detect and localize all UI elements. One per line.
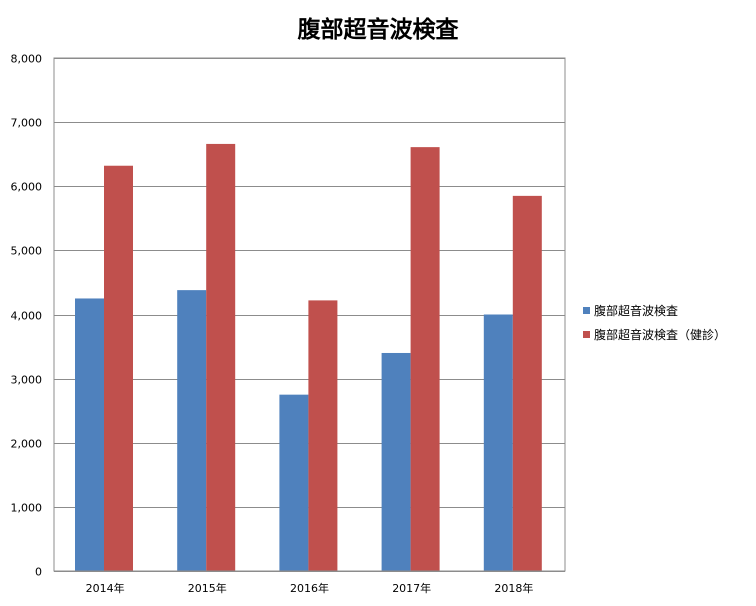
x-tick-label: 2017年	[392, 581, 431, 595]
x-tick-label: 2015年	[188, 581, 227, 595]
legend-item-series-2: 腹部超音波検査（健診）	[583, 326, 726, 342]
bar-series-1	[381, 352, 411, 571]
bar-series-2	[410, 147, 440, 572]
y-tick-label: 1,000	[11, 502, 43, 515]
bar-series-1	[75, 298, 104, 571]
y-tick-label: 7,000	[11, 117, 43, 130]
bars	[75, 143, 542, 572]
y-tick-label: 4,000	[11, 310, 43, 323]
legend-swatch	[583, 306, 590, 314]
y-tick-label: 5,000	[11, 245, 43, 258]
y-axis-tick-labels: 0 1,000 2,000 3,000 4,000 5,000 6,000 7,000 8,00…	[11, 53, 43, 579]
x-tick-label: 2018年	[494, 581, 533, 595]
x-axis-tick-labels: 2014年 2015年 2016年 2017年 2018年	[86, 581, 534, 595]
y-tick-label: 3,000	[11, 374, 43, 387]
legend-label: 腹部超音波検査（健診）	[594, 327, 727, 342]
x-tick-label: 2016年	[290, 581, 329, 595]
x-tick-label: 2014年	[86, 581, 125, 595]
legend-label: 腹部超音波検査	[594, 303, 679, 318]
bar-series-2	[308, 300, 338, 571]
bar-series-1	[177, 290, 207, 571]
chart-title: 腹部超音波検査	[297, 17, 459, 43]
bar-series-2	[104, 165, 133, 572]
legend: 腹部超音波検査 腹部超音波検査（健診）	[583, 302, 726, 350]
bar-series-1	[279, 394, 309, 571]
bar-series-1	[483, 314, 513, 571]
legend-item-series-1: 腹部超音波検査	[583, 302, 726, 318]
y-tick-label: 6,000	[11, 181, 43, 194]
legend-swatch	[583, 330, 590, 338]
y-tick-label: 2,000	[11, 438, 43, 451]
bar-series-2	[206, 143, 236, 572]
y-tick-label: 0	[35, 566, 42, 579]
bar-series-2	[512, 195, 542, 571]
plot-area-border	[53, 57, 566, 572]
y-tick-label: 8,000	[11, 53, 43, 66]
